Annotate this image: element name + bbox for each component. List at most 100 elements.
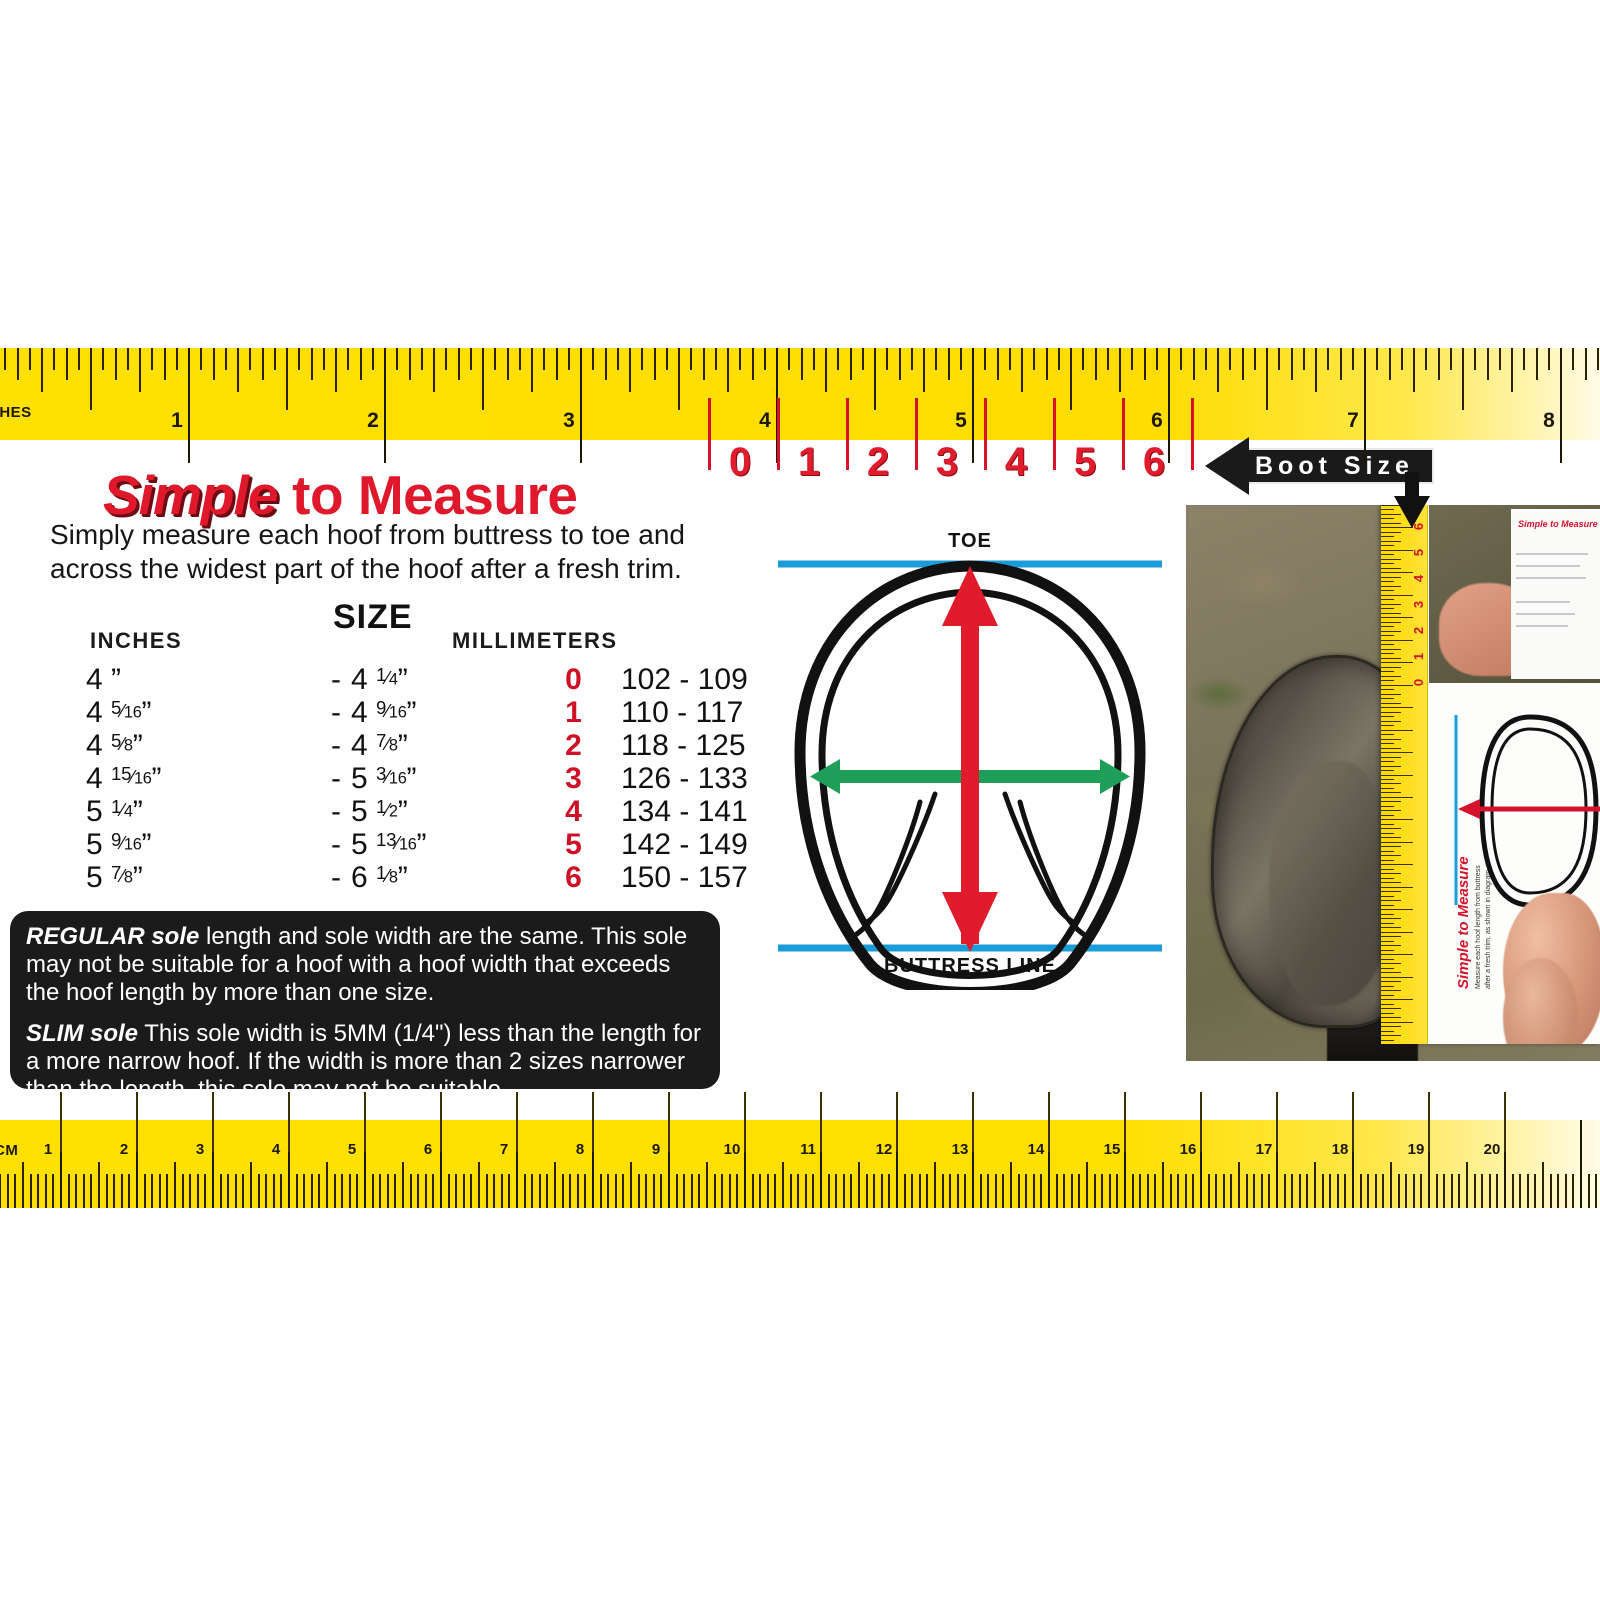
photo-tape-tick [1380, 707, 1413, 709]
ruler-tick [850, 1174, 853, 1208]
ruler-tick [641, 348, 644, 370]
ruler-tick [1595, 1174, 1598, 1208]
photo-tape-tick [1380, 931, 1413, 933]
photo-tape-tick [1380, 801, 1401, 803]
ruler-tick [599, 1174, 602, 1208]
ruler-tick [1413, 348, 1415, 392]
photo-tape-tick [1380, 850, 1395, 852]
boot-size-tick [708, 398, 711, 470]
ruler-cm-number: 11 [800, 1141, 816, 1158]
ruler-tick [379, 1174, 382, 1208]
ruler-tick [714, 348, 717, 370]
ruler-tick [702, 348, 705, 380]
ruler-tick [1504, 1120, 1506, 1208]
ruler-tick [1428, 1120, 1430, 1208]
ruler-tick [493, 1174, 496, 1208]
photo-tape-tick [1380, 832, 1395, 834]
photo-tape-tick [1380, 585, 1401, 587]
ruler-tick [1526, 1174, 1529, 1208]
ruler-tick [1025, 1174, 1028, 1208]
row-inches-high: 5 13⁄16” [351, 828, 427, 861]
ruler-tick [744, 1120, 746, 1208]
ruler-cm-number: 5 [347, 1141, 357, 1158]
boot-size-callout: Boot Size [1205, 437, 1434, 495]
ruler-tick [604, 348, 607, 380]
photo-tape-tick [1380, 563, 1395, 565]
photo-tape-tick [1380, 711, 1401, 713]
ruler-tick [858, 1162, 860, 1208]
title-emphasis: Simple [103, 464, 278, 526]
row-millimeters: 102 - 109 [621, 663, 748, 696]
ruler-tick [163, 348, 166, 380]
ruler-tick [739, 348, 742, 370]
photo-tape-tick [1380, 904, 1395, 906]
ruler-tick [728, 1174, 731, 1208]
ruler-cm-stem [1200, 1092, 1202, 1152]
ruler-tick [1336, 1174, 1339, 1208]
ruler-cm-stem [1276, 1092, 1278, 1152]
ruler-tick [1055, 1174, 1058, 1208]
photo-tape-tick [1380, 954, 1413, 956]
boot-size-number: 6 [1142, 440, 1166, 484]
row-dash: - [331, 828, 341, 861]
ruler-tick [318, 1174, 321, 1208]
photo-tape-tick [1380, 886, 1413, 888]
ruler-tick [347, 348, 350, 370]
ruler-tick [1596, 348, 1599, 370]
ruler-tick [1291, 1174, 1294, 1208]
photo-tape-tick [1380, 868, 1395, 870]
photo-tape-tick [1380, 945, 1401, 947]
photo-tape-tick [1380, 644, 1395, 646]
ruler-tick [1557, 1174, 1560, 1208]
ruler-tick [797, 1174, 800, 1208]
photo-tape-tick [1380, 765, 1401, 767]
ruler-tick [926, 1174, 929, 1208]
ruler-tick [204, 1174, 207, 1208]
photo-tape-tick [1380, 828, 1401, 830]
ruler-tick [41, 348, 43, 392]
ruler-tick [683, 1174, 686, 1208]
ruler-inch-stem [972, 348, 974, 463]
photo-tape-tick [1380, 657, 1401, 659]
photo-tape-tick [1380, 837, 1401, 839]
photo-tape-tick [1380, 612, 1401, 614]
ruler-tick [1473, 1174, 1476, 1208]
ruler-tick [143, 1174, 146, 1208]
ruler-tick [335, 348, 337, 392]
photo-tape-tick [1380, 648, 1401, 650]
photo-tape-tick [1380, 756, 1401, 758]
ruler-tick [261, 348, 264, 380]
ruler-cm-stem [212, 1092, 214, 1152]
ruler-tick [286, 348, 288, 410]
table-row: 4 ” -4 1⁄4” 0 102 - 109 [86, 663, 821, 696]
ruler-tick [432, 1174, 435, 1208]
ruler-tick [1116, 1174, 1119, 1208]
ruler-tick [1511, 348, 1513, 392]
ruler-tick [1523, 348, 1526, 370]
ruler-tick [1306, 1174, 1309, 1208]
ruler-tick [1405, 1174, 1408, 1208]
ruler-cm-stem [668, 1092, 670, 1152]
photo-tape-tick [1380, 599, 1395, 601]
row-dash: - [331, 729, 341, 762]
ruler-tick [675, 1174, 678, 1208]
photo-tape-tick [1380, 689, 1395, 691]
photo-inset-line [1516, 564, 1581, 567]
ruler-tick [1327, 348, 1330, 370]
boot-size-number: 5 [1073, 440, 1097, 484]
ruler-tick [979, 1174, 982, 1208]
ruler-tick [934, 1162, 936, 1208]
photo-inset-line [1516, 600, 1570, 603]
photo-tape-tick [1380, 900, 1401, 902]
toe-label: TOE [948, 530, 992, 552]
length-arrow [942, 566, 998, 952]
ruler-tick [1564, 1174, 1567, 1208]
row-inches-low: 5 7⁄8” [86, 861, 143, 894]
ruler-tick [1154, 1174, 1157, 1208]
ruler-tick [288, 1120, 290, 1208]
ruler-tick [445, 348, 448, 370]
ruler-tick [420, 348, 423, 370]
ruler-tick [825, 348, 827, 392]
photo-tape-tick [1380, 761, 1395, 763]
ruler-tick [98, 1162, 100, 1208]
